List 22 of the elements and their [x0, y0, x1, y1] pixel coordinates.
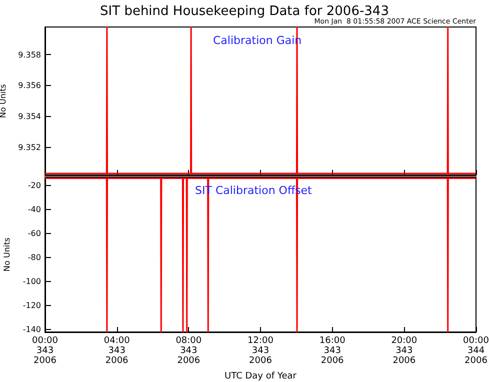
- y-tick-label: -60: [28, 228, 41, 238]
- x-axis-title: UTC Day of Year: [224, 372, 297, 382]
- y-tick-label: 9.356: [18, 81, 41, 90]
- y-tick-label: 9.358: [18, 50, 41, 60]
- x-tick-label: 08:00 343 2006: [176, 336, 202, 366]
- chart-title: SIT behind Housekeeping Data for 2006-343: [100, 4, 389, 19]
- y-tick-label: 9.352: [18, 142, 41, 152]
- x-tick-label: 00:00 344 2006: [463, 336, 489, 366]
- x-tick-label: 16:00 343 2006: [319, 336, 346, 366]
- y-tick-label: -20: [28, 180, 41, 190]
- y-tick-label: -140: [22, 325, 41, 334]
- y-axis-title: No Units: [2, 238, 12, 272]
- x-tick-label: 12:00 343 2006: [248, 336, 274, 366]
- x-tick-label: 20:00 343 2006: [391, 336, 418, 366]
- y-tick-label: -80: [28, 253, 41, 262]
- y-tick-label: -120: [22, 301, 41, 310]
- y-axis-title: No Units: [0, 84, 8, 118]
- x-tick-label: 04:00 343 2006: [104, 336, 130, 366]
- y-tick-label: -100: [22, 277, 41, 286]
- x-tick-label: 00:00 343 2006: [32, 336, 58, 366]
- y-tick-label: 9.354: [18, 112, 41, 121]
- y-tick-label: -40: [28, 204, 41, 214]
